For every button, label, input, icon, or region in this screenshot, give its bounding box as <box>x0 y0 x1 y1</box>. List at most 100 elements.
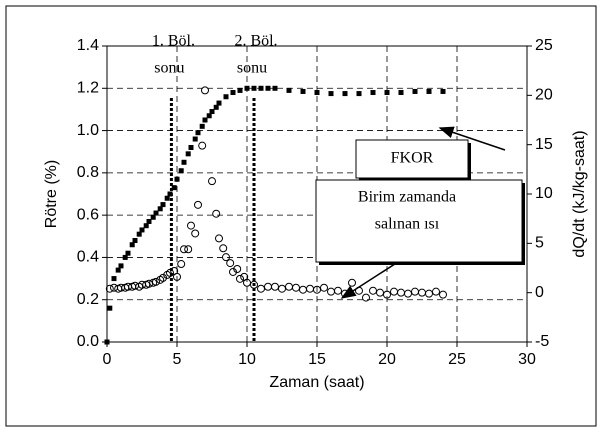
point <box>125 250 131 256</box>
x-tick-label: 0 <box>103 351 112 368</box>
point <box>223 94 229 100</box>
callout-text: Birim zamanda <box>358 189 456 206</box>
point <box>222 253 230 262</box>
point <box>286 87 292 93</box>
stage-label: 2. Böl. <box>234 33 277 50</box>
x-axis-label: Zaman (saat) <box>269 374 364 391</box>
callout-box <box>355 139 469 179</box>
point <box>206 113 212 119</box>
point <box>384 90 390 96</box>
point <box>300 88 306 94</box>
y-tick-label: 0.4 <box>77 249 99 266</box>
point <box>251 85 257 91</box>
y-tick-label: 1.4 <box>77 37 99 54</box>
point <box>244 85 250 91</box>
point <box>376 288 384 297</box>
point <box>370 90 376 96</box>
point <box>181 159 187 165</box>
plot-area <box>106 45 528 343</box>
point <box>171 185 177 191</box>
point <box>383 290 391 299</box>
point <box>132 238 138 244</box>
point <box>216 100 222 106</box>
point <box>250 280 258 289</box>
point <box>426 88 432 94</box>
point <box>118 263 124 269</box>
point <box>180 245 188 254</box>
point <box>174 176 180 182</box>
point <box>187 221 195 230</box>
point <box>164 195 170 201</box>
point <box>173 272 181 281</box>
point <box>432 287 440 296</box>
callout-box <box>315 179 523 263</box>
callout-text: salınan ısı <box>375 216 440 233</box>
point <box>136 231 142 237</box>
point <box>201 86 209 95</box>
point <box>153 210 159 216</box>
y-tick-label: 0.8 <box>77 164 99 181</box>
point <box>107 305 113 311</box>
point <box>104 339 110 345</box>
stage-label: sonu <box>154 60 184 77</box>
point <box>398 90 404 96</box>
point <box>233 264 242 273</box>
point <box>314 90 320 96</box>
point <box>192 136 198 142</box>
point <box>202 117 208 123</box>
point <box>199 123 205 129</box>
point <box>412 88 418 94</box>
stage-label: 1. Böl. <box>152 33 195 50</box>
point <box>195 130 201 136</box>
point <box>115 267 121 273</box>
point <box>177 260 186 269</box>
y2-tick-label: 0 <box>535 284 544 301</box>
point <box>111 276 117 282</box>
point <box>243 278 251 287</box>
point <box>160 202 166 208</box>
y-tick-label: 1.0 <box>77 122 99 139</box>
point <box>425 289 433 298</box>
y2-axis-label: dQ/dt (kJ/kg-saat) <box>571 130 588 257</box>
point <box>139 227 145 233</box>
point <box>362 293 370 302</box>
y2-tick-label: -5 <box>535 333 549 350</box>
stage-label: sonu <box>237 60 267 77</box>
point <box>369 286 377 295</box>
point <box>265 85 271 91</box>
point <box>105 284 114 293</box>
point <box>166 268 174 277</box>
point <box>271 282 279 291</box>
x-tick-label: 15 <box>308 351 326 368</box>
point <box>188 144 194 150</box>
point <box>146 218 152 224</box>
x-tick-label: 5 <box>173 351 182 368</box>
callout-text: FKOR <box>391 150 434 167</box>
point <box>167 191 173 197</box>
x-tick-label: 30 <box>518 351 536 368</box>
point <box>152 277 160 286</box>
point <box>272 85 278 91</box>
point <box>236 274 244 283</box>
point <box>237 87 243 93</box>
point <box>342 91 348 97</box>
y2-tick-label: 10 <box>535 185 553 202</box>
x-tick-label: 20 <box>378 351 396 368</box>
callout-arrow <box>340 261 399 299</box>
point <box>143 223 149 229</box>
point <box>440 88 446 94</box>
point <box>278 284 286 293</box>
point <box>213 104 219 110</box>
point <box>185 151 191 157</box>
y2-tick-label: 20 <box>535 87 553 104</box>
point <box>209 109 215 115</box>
point <box>219 244 228 253</box>
point <box>313 285 321 294</box>
y2-tick-label: 15 <box>535 136 553 153</box>
point <box>356 91 362 97</box>
point <box>230 90 236 96</box>
callout-arrow <box>438 126 506 151</box>
y-tick-label: 0.2 <box>77 291 99 308</box>
point <box>292 283 300 292</box>
